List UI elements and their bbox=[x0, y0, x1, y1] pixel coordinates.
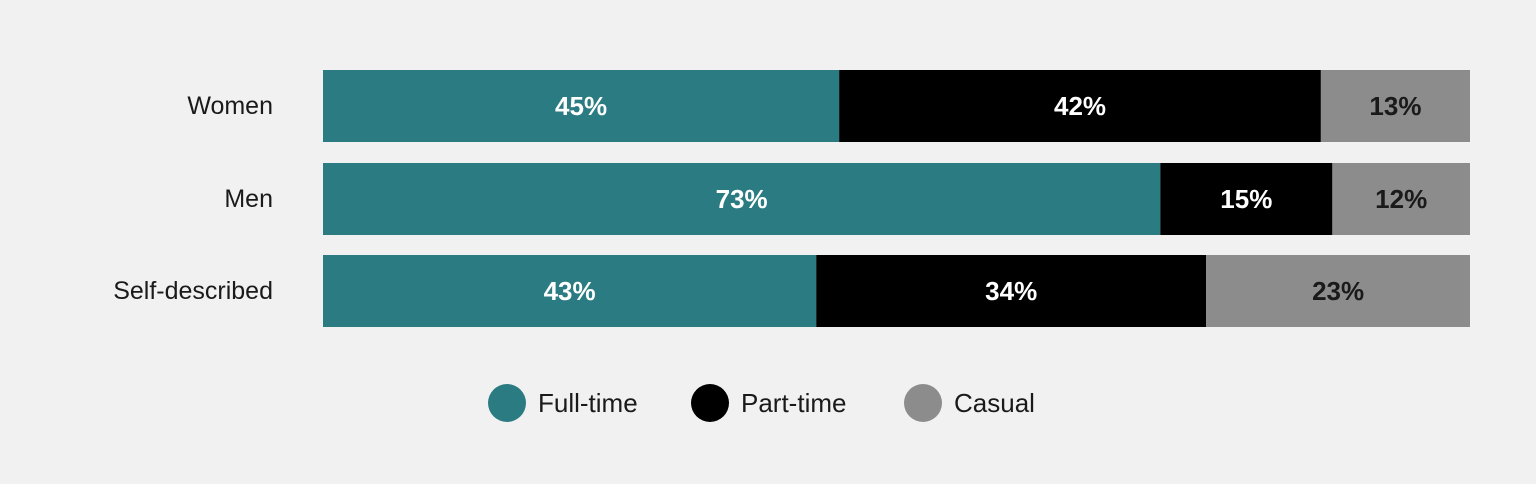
data-label: 43% bbox=[544, 276, 596, 306]
bars-group: 45% 42% 13% 73% 15% 12% 43% 34% 23% bbox=[323, 70, 1470, 327]
category-labels: Women Men Self-described bbox=[113, 92, 273, 305]
bar-segment bbox=[1332, 163, 1470, 235]
bar-segment bbox=[323, 70, 840, 142]
data-label: 12% bbox=[1375, 184, 1427, 214]
legend-label: Part-time bbox=[741, 388, 846, 418]
legend-swatch bbox=[488, 384, 526, 422]
legend-label: Full-time bbox=[538, 388, 638, 418]
category-label: Self-described bbox=[113, 277, 273, 305]
bar-segment bbox=[839, 70, 1321, 142]
category-label: Women bbox=[187, 92, 273, 120]
bar-segment bbox=[1160, 163, 1333, 235]
data-label: 34% bbox=[985, 276, 1037, 306]
legend: Full-time Part-time Casual bbox=[488, 384, 1035, 422]
bar-segment bbox=[1206, 255, 1470, 327]
data-label: 15% bbox=[1220, 184, 1272, 214]
legend-swatch bbox=[691, 384, 729, 422]
legend-label: Casual bbox=[954, 388, 1035, 418]
data-label: 73% bbox=[716, 184, 768, 214]
legend-swatch bbox=[904, 384, 942, 422]
bar-segment bbox=[1320, 70, 1470, 142]
bar-segment bbox=[323, 163, 1161, 235]
data-label: 13% bbox=[1369, 91, 1421, 121]
bar-segment bbox=[816, 255, 1207, 327]
bar-segment bbox=[323, 255, 817, 327]
data-label: 45% bbox=[555, 91, 607, 121]
category-label: Men bbox=[224, 185, 273, 213]
data-label: 23% bbox=[1312, 276, 1364, 306]
data-label: 42% bbox=[1054, 91, 1106, 121]
